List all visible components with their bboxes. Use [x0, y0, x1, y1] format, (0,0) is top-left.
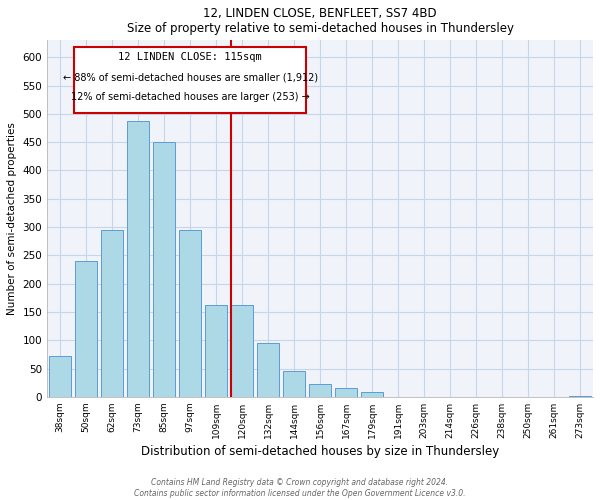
Text: 12 LINDEN CLOSE: 115sqm: 12 LINDEN CLOSE: 115sqm [118, 52, 262, 62]
Title: 12, LINDEN CLOSE, BENFLEET, SS7 4BD
Size of property relative to semi-detached h: 12, LINDEN CLOSE, BENFLEET, SS7 4BD Size… [127, 7, 514, 35]
Y-axis label: Number of semi-detached properties: Number of semi-detached properties [7, 122, 17, 315]
Bar [569, 396, 591, 397]
FancyBboxPatch shape [74, 47, 306, 112]
Bar [335, 388, 357, 397]
Bar [231, 305, 253, 397]
Text: 12% of semi-detached houses are larger (253) →: 12% of semi-detached houses are larger (… [71, 92, 310, 102]
Text: Contains HM Land Registry data © Crown copyright and database right 2024.
Contai: Contains HM Land Registry data © Crown c… [134, 478, 466, 498]
Bar [101, 230, 123, 397]
Bar [309, 384, 331, 397]
Bar [179, 230, 201, 397]
Bar [127, 121, 149, 397]
Text: ← 88% of semi-detached houses are smaller (1,912): ← 88% of semi-detached houses are smalle… [62, 72, 317, 82]
Bar [361, 392, 383, 397]
X-axis label: Distribution of semi-detached houses by size in Thundersley: Distribution of semi-detached houses by … [141, 445, 499, 458]
Bar [283, 372, 305, 397]
Bar [153, 142, 175, 397]
Bar [49, 356, 71, 397]
Bar [257, 342, 279, 397]
Bar [75, 261, 97, 397]
Bar [205, 305, 227, 397]
